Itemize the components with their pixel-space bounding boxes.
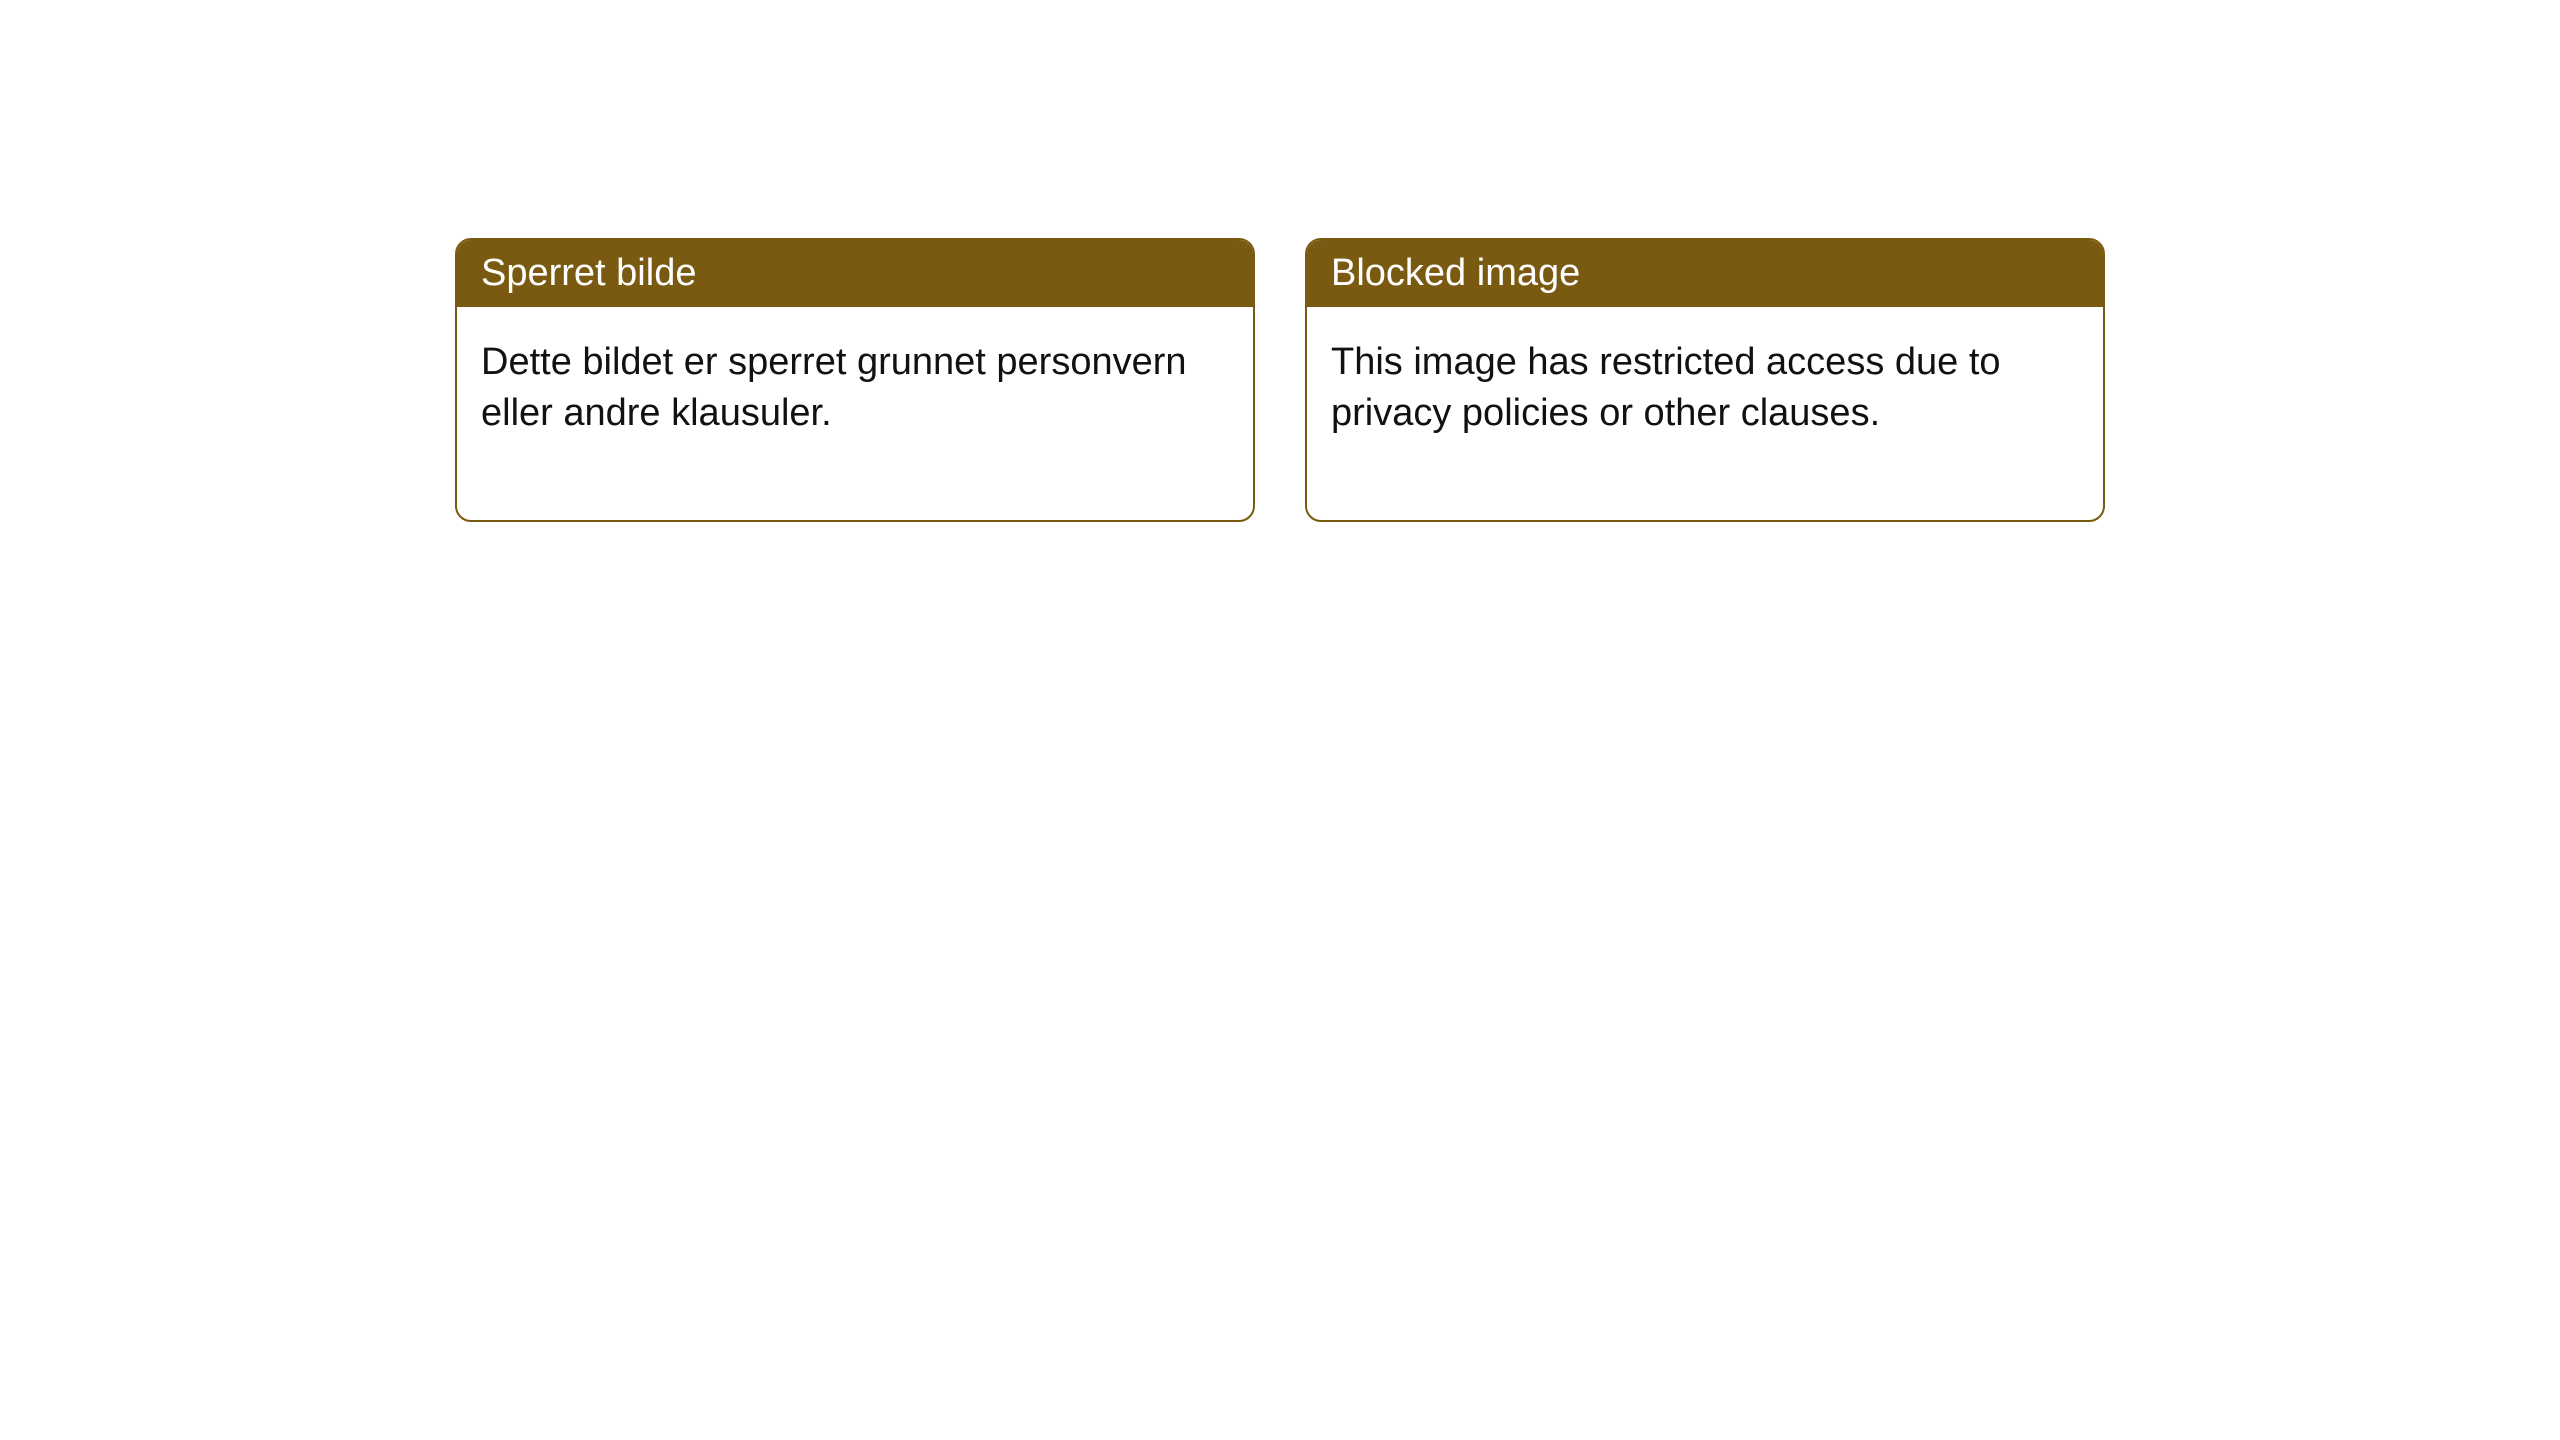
notice-card-english: Blocked image This image has restricted … (1305, 238, 2105, 522)
card-body-text: Dette bildet er sperret grunnet personve… (481, 341, 1187, 434)
card-header: Sperret bilde (457, 240, 1253, 307)
card-header: Blocked image (1307, 240, 2103, 307)
card-body-text: This image has restricted access due to … (1331, 341, 2001, 434)
card-title: Sperret bilde (481, 252, 696, 294)
notice-card-norwegian: Sperret bilde Dette bildet er sperret gr… (455, 238, 1255, 522)
notice-cards-container: Sperret bilde Dette bildet er sperret gr… (455, 238, 2105, 522)
card-body: This image has restricted access due to … (1307, 307, 2103, 520)
card-title: Blocked image (1331, 252, 1580, 294)
card-body: Dette bildet er sperret grunnet personve… (457, 307, 1253, 520)
